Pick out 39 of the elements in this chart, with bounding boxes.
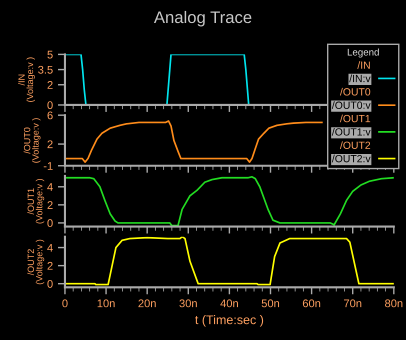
y-tick-label: 0 [47, 280, 53, 288]
annotation: /OUT1 [340, 114, 370, 122]
line-series [64, 236, 394, 286]
annotation: /IN [357, 61, 370, 69]
y-tick-label: 0 [47, 101, 53, 110]
line-series [64, 120, 323, 163]
legend-label: /OUT1:v [332, 128, 371, 136]
y-tick-label: 2 [48, 140, 53, 148]
y-tick-label: 2 [48, 201, 53, 209]
y-tick-label: 0 [47, 219, 53, 228]
chart-title: Analog Trace [154, 10, 252, 26]
annotation: /OUT2 [340, 141, 370, 149]
x-tick-label: 60n [302, 299, 320, 308]
y-axis-title: /OUT2 (Voltage:v ) [27, 240, 44, 284]
x-tick-label: 70n [344, 299, 362, 308]
y-tick-label: 4 [47, 244, 53, 252]
y-tick-label: -1 [44, 162, 53, 170]
x-tick-label: 20n [138, 299, 156, 308]
annotation: /OUT0 [340, 88, 370, 96]
y-axis-title: /OUT0 (Voltage:v ) [24, 118, 40, 163]
legend-label: /OUT2:v [332, 154, 371, 162]
x-tick-label: 30n [179, 299, 197, 308]
x-tick-label: 40n [220, 299, 238, 308]
x-axis-title: t (Time:sec ) [195, 315, 264, 327]
x-tick-label: 10n [98, 299, 115, 308]
y-tick-label: 5 [47, 50, 53, 59]
y-tick-label: 2 [48, 81, 53, 89]
x-tick-label: 80n [385, 299, 402, 308]
y-tick-label: 3.5 [38, 66, 53, 74]
y-tick-label: 4 [47, 183, 53, 191]
y-tick-label: 6 [48, 111, 53, 120]
x-tick-label: 0 [62, 299, 68, 308]
legend-label: /OUT0:v [332, 101, 371, 109]
y-tick-label: 2 [48, 262, 53, 270]
legend-title: Legend [348, 48, 379, 58]
y-axis-title: /IN (Voltage:v ) [18, 57, 35, 102]
x-tick-label: 50n [262, 299, 280, 308]
legend-label: /IN:v [349, 74, 371, 82]
y-axis-title: /OUT1 (Voltage:v ) [27, 178, 44, 224]
